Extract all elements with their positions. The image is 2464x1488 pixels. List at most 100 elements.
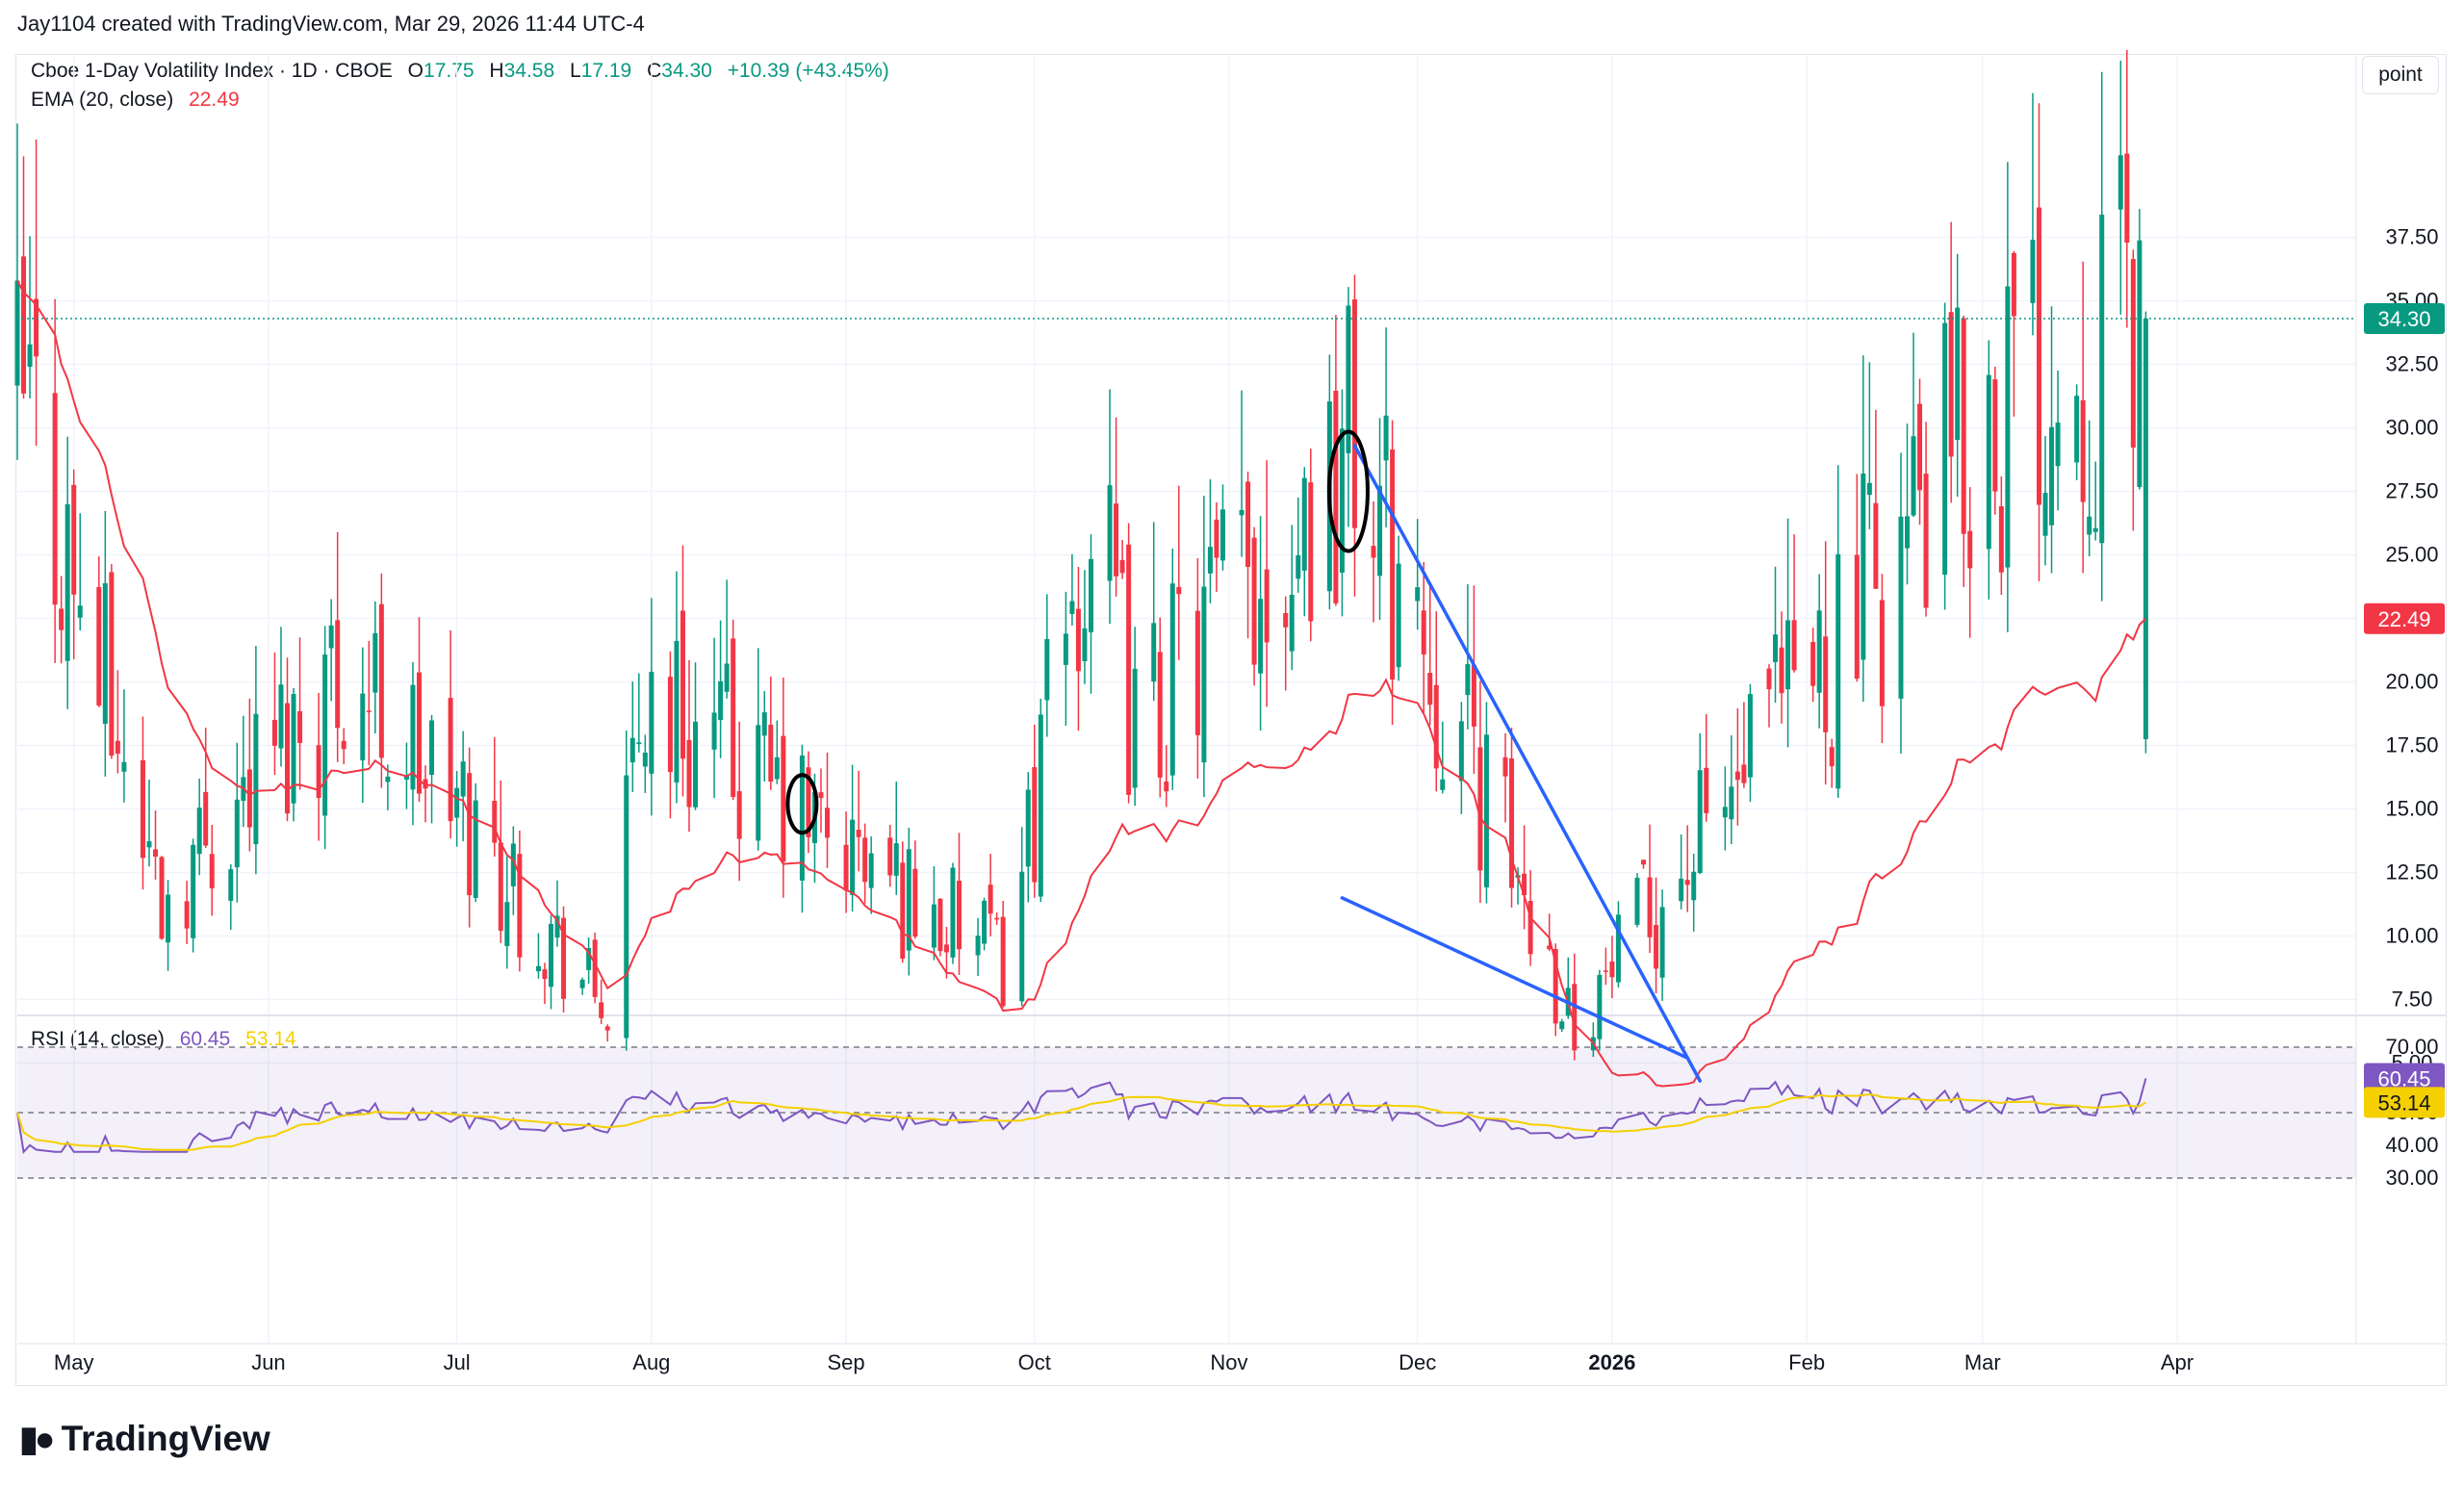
candle-body xyxy=(1346,305,1351,453)
candle-body xyxy=(1854,554,1860,680)
candle-body xyxy=(579,979,585,988)
candle-body xyxy=(1866,482,1872,496)
candle-body xyxy=(1069,601,1075,614)
candle-body xyxy=(893,843,899,876)
candle-body xyxy=(843,844,849,891)
candle-body xyxy=(291,694,296,804)
candle-body xyxy=(1861,474,1866,660)
candle-body xyxy=(599,1002,604,1018)
price-tick-label: 25.00 xyxy=(2385,543,2438,567)
unit-button[interactable]: point xyxy=(2362,56,2439,94)
candle-body xyxy=(1119,559,1125,574)
candle-body xyxy=(278,684,284,749)
price-badge-bg xyxy=(2364,1087,2445,1118)
candle-body xyxy=(975,936,981,956)
candle-body xyxy=(943,944,949,953)
rsi-line xyxy=(16,1078,2147,1154)
candle-body xyxy=(1829,747,1835,767)
hand-circle-november xyxy=(1326,429,1370,553)
candle-body xyxy=(535,965,541,972)
candle-body xyxy=(1773,634,1779,662)
candle-body xyxy=(1169,583,1175,776)
candle-body xyxy=(868,853,874,888)
price-tick-label: 27.50 xyxy=(2385,479,2438,503)
rsi-label: RSI (14, close) xyxy=(31,1028,165,1050)
candle-body xyxy=(1654,925,1659,969)
candle-body xyxy=(2049,426,2055,526)
candle-body xyxy=(448,698,453,822)
candle-body xyxy=(642,752,648,767)
price-tick-label: 10.00 xyxy=(2385,924,2438,948)
candle-body xyxy=(1704,767,1709,813)
candle-body xyxy=(1433,684,1439,769)
candle-body xyxy=(1766,668,1772,690)
price-chart[interactable]: 37.5035.0032.5030.0027.5025.0022.5020.00… xyxy=(0,0,2464,1396)
candle-body xyxy=(184,901,190,929)
candle-body xyxy=(1132,668,1138,788)
candle-body xyxy=(1377,485,1383,577)
candle-body xyxy=(756,725,761,841)
candle-body xyxy=(146,841,152,848)
candle-body xyxy=(385,776,391,782)
candle-body xyxy=(196,808,202,855)
candle-body xyxy=(1597,974,1603,1039)
time-tick-label: Oct xyxy=(1018,1350,1051,1374)
candle-body xyxy=(1911,436,1916,516)
candle-body xyxy=(542,969,548,979)
chart-frame xyxy=(15,54,2447,1386)
low-value: 17.19 xyxy=(580,60,632,82)
price-tick-label: 7.50 xyxy=(2392,988,2433,1012)
candle-body xyxy=(731,638,736,798)
time-tick-label: Feb xyxy=(1788,1350,1825,1374)
candle-body xyxy=(1961,318,1966,534)
candle-body xyxy=(931,904,937,948)
change-value: +10.39 (+43.45%) xyxy=(727,60,889,82)
open-value: 17.75 xyxy=(424,60,475,82)
candle-body xyxy=(1044,639,1050,701)
candle-body xyxy=(629,737,635,763)
ema-legend[interactable]: EMA (20, close) 22.49 xyxy=(31,89,249,112)
candle-body xyxy=(1729,786,1734,820)
candle-body xyxy=(2130,259,2136,448)
price-badge-label: 22.49 xyxy=(2377,607,2430,631)
candle-body xyxy=(77,605,83,618)
candle-body xyxy=(1283,612,1289,628)
candle-body xyxy=(473,800,478,898)
rsi-legend[interactable]: RSI (14, close) 60.45 53.14 xyxy=(31,1028,306,1051)
candle-body xyxy=(636,742,642,745)
rsi-badge: 60.45 xyxy=(2364,1063,2445,1094)
grid-lines xyxy=(17,56,2356,1343)
candle-body xyxy=(1245,481,1251,567)
candle-body xyxy=(1289,594,1295,652)
candle-body xyxy=(768,724,774,782)
candle-body xyxy=(1025,789,1031,867)
candle-body xyxy=(2036,207,2041,505)
candle-body xyxy=(403,775,409,780)
candle-body xyxy=(429,720,435,776)
candle-body xyxy=(1396,563,1401,668)
symbol-legend[interactable]: Cboe 1-Day Volatility Index · 1D · CBOE … xyxy=(31,60,889,82)
candle-body xyxy=(2124,153,2130,244)
candle-body xyxy=(711,712,717,750)
candle-body xyxy=(1917,403,1923,491)
candle-body xyxy=(360,693,366,761)
time-tick-label: Apr xyxy=(2161,1350,2194,1374)
candle-body xyxy=(341,740,346,750)
time-tick-label: Aug xyxy=(632,1350,670,1374)
candle-body xyxy=(253,713,259,845)
price-badge-label: 60.45 xyxy=(2377,1066,2430,1090)
candle-body xyxy=(781,735,786,862)
candle-body xyxy=(806,767,811,837)
candle-body xyxy=(1176,586,1182,595)
candle-body xyxy=(109,572,115,757)
candle-body xyxy=(906,849,911,951)
candle-body xyxy=(956,881,962,950)
rsi-tick-label: 70.00 xyxy=(2385,1035,2438,1059)
candle-body xyxy=(2143,318,2148,739)
candle-body xyxy=(2042,493,2048,536)
candle-body xyxy=(1967,530,1973,569)
candle-body xyxy=(1955,307,1961,441)
candle-body xyxy=(1659,907,1665,978)
candle-body xyxy=(14,280,20,386)
price-tick-label: 32.50 xyxy=(2385,352,2438,376)
